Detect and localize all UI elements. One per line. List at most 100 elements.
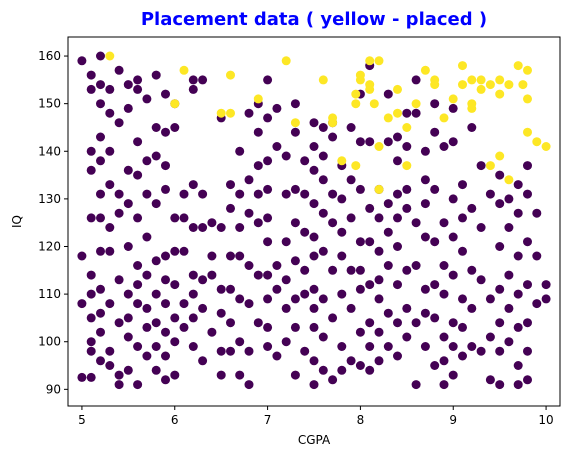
point-not-placed — [263, 237, 273, 247]
point-not-placed — [281, 151, 291, 161]
point-placed — [216, 108, 226, 118]
y-tick-label: 110 — [38, 287, 61, 301]
point-not-placed — [439, 356, 449, 366]
point-not-placed — [393, 213, 402, 223]
point-not-placed — [123, 80, 133, 90]
point-not-placed — [365, 365, 375, 375]
point-placed — [495, 75, 505, 85]
point-not-placed — [448, 137, 458, 147]
point-not-placed — [170, 370, 180, 380]
point-not-placed — [495, 318, 505, 328]
point-not-placed — [383, 137, 393, 147]
point-not-placed — [532, 251, 542, 261]
point-not-placed — [96, 213, 105, 223]
point-not-placed — [263, 156, 273, 166]
point-not-placed — [133, 280, 143, 290]
point-placed — [495, 151, 505, 161]
point-not-placed — [161, 275, 170, 285]
point-placed — [523, 94, 532, 104]
point-placed — [351, 161, 361, 171]
point-not-placed — [393, 156, 402, 166]
point-not-placed — [188, 84, 198, 94]
point-not-placed — [281, 275, 291, 285]
chart-title: Placement data ( yellow - placed ) — [141, 9, 487, 30]
point-placed — [430, 75, 440, 85]
point-not-placed — [290, 99, 300, 109]
point-placed — [374, 56, 384, 66]
point-not-placed — [244, 175, 254, 185]
point-not-placed — [318, 332, 328, 342]
point-not-placed — [290, 127, 300, 137]
point-not-placed — [328, 189, 338, 199]
point-not-placed — [151, 289, 161, 299]
point-not-placed — [133, 261, 143, 270]
point-placed — [485, 161, 495, 171]
point-placed — [467, 103, 477, 113]
point-not-placed — [290, 322, 300, 332]
point-placed — [328, 113, 338, 123]
point-not-placed — [337, 289, 347, 299]
point-not-placed — [133, 170, 143, 180]
point-not-placed — [374, 327, 384, 337]
point-not-placed — [365, 237, 375, 247]
point-not-placed — [105, 180, 115, 190]
point-not-placed — [226, 203, 235, 213]
point-not-placed — [318, 246, 328, 256]
point-placed — [226, 108, 235, 118]
point-not-placed — [504, 270, 514, 280]
point-not-placed — [411, 218, 421, 228]
point-not-placed — [281, 303, 291, 313]
point-not-placed — [123, 199, 133, 209]
point-not-placed — [142, 94, 152, 104]
point-not-placed — [309, 142, 319, 151]
point-not-placed — [133, 299, 143, 309]
point-not-placed — [355, 361, 365, 370]
point-not-placed — [253, 189, 263, 199]
point-not-placed — [263, 213, 273, 223]
point-not-placed — [161, 375, 170, 385]
point-not-placed — [374, 356, 384, 366]
point-not-placed — [337, 365, 347, 375]
point-not-placed — [179, 299, 189, 309]
point-placed — [253, 94, 263, 104]
point-not-placed — [244, 380, 254, 390]
point-not-placed — [86, 84, 96, 94]
point-not-placed — [105, 84, 115, 94]
point-not-placed — [151, 318, 161, 328]
point-not-placed — [86, 289, 96, 299]
point-not-placed — [309, 284, 319, 294]
point-not-placed — [458, 322, 467, 332]
point-placed — [383, 113, 393, 123]
point-not-placed — [170, 213, 180, 223]
point-not-placed — [337, 227, 347, 237]
point-not-placed — [151, 70, 161, 80]
point-not-placed — [272, 142, 282, 151]
point-not-placed — [207, 327, 217, 337]
point-not-placed — [495, 380, 505, 390]
point-not-placed — [476, 161, 486, 171]
point-not-placed — [244, 108, 254, 118]
point-not-placed — [105, 146, 115, 156]
point-not-placed — [77, 56, 87, 66]
point-not-placed — [114, 370, 124, 380]
point-not-placed — [458, 213, 467, 223]
point-placed — [374, 184, 384, 194]
point-not-placed — [216, 346, 226, 356]
point-not-placed — [114, 275, 124, 285]
point-not-placed — [513, 208, 523, 218]
point-not-placed — [96, 156, 105, 166]
point-not-placed — [272, 103, 282, 113]
point-not-placed — [226, 318, 235, 328]
point-not-placed — [170, 337, 180, 347]
point-not-placed — [161, 184, 170, 194]
point-not-placed — [374, 294, 384, 304]
point-not-placed — [105, 246, 115, 256]
point-not-placed — [318, 123, 328, 132]
point-not-placed — [272, 351, 282, 361]
point-not-placed — [541, 294, 551, 304]
point-not-placed — [383, 227, 393, 237]
point-not-placed — [476, 223, 486, 232]
point-not-placed — [383, 89, 393, 99]
point-not-placed — [198, 75, 208, 85]
point-not-placed — [96, 284, 105, 294]
